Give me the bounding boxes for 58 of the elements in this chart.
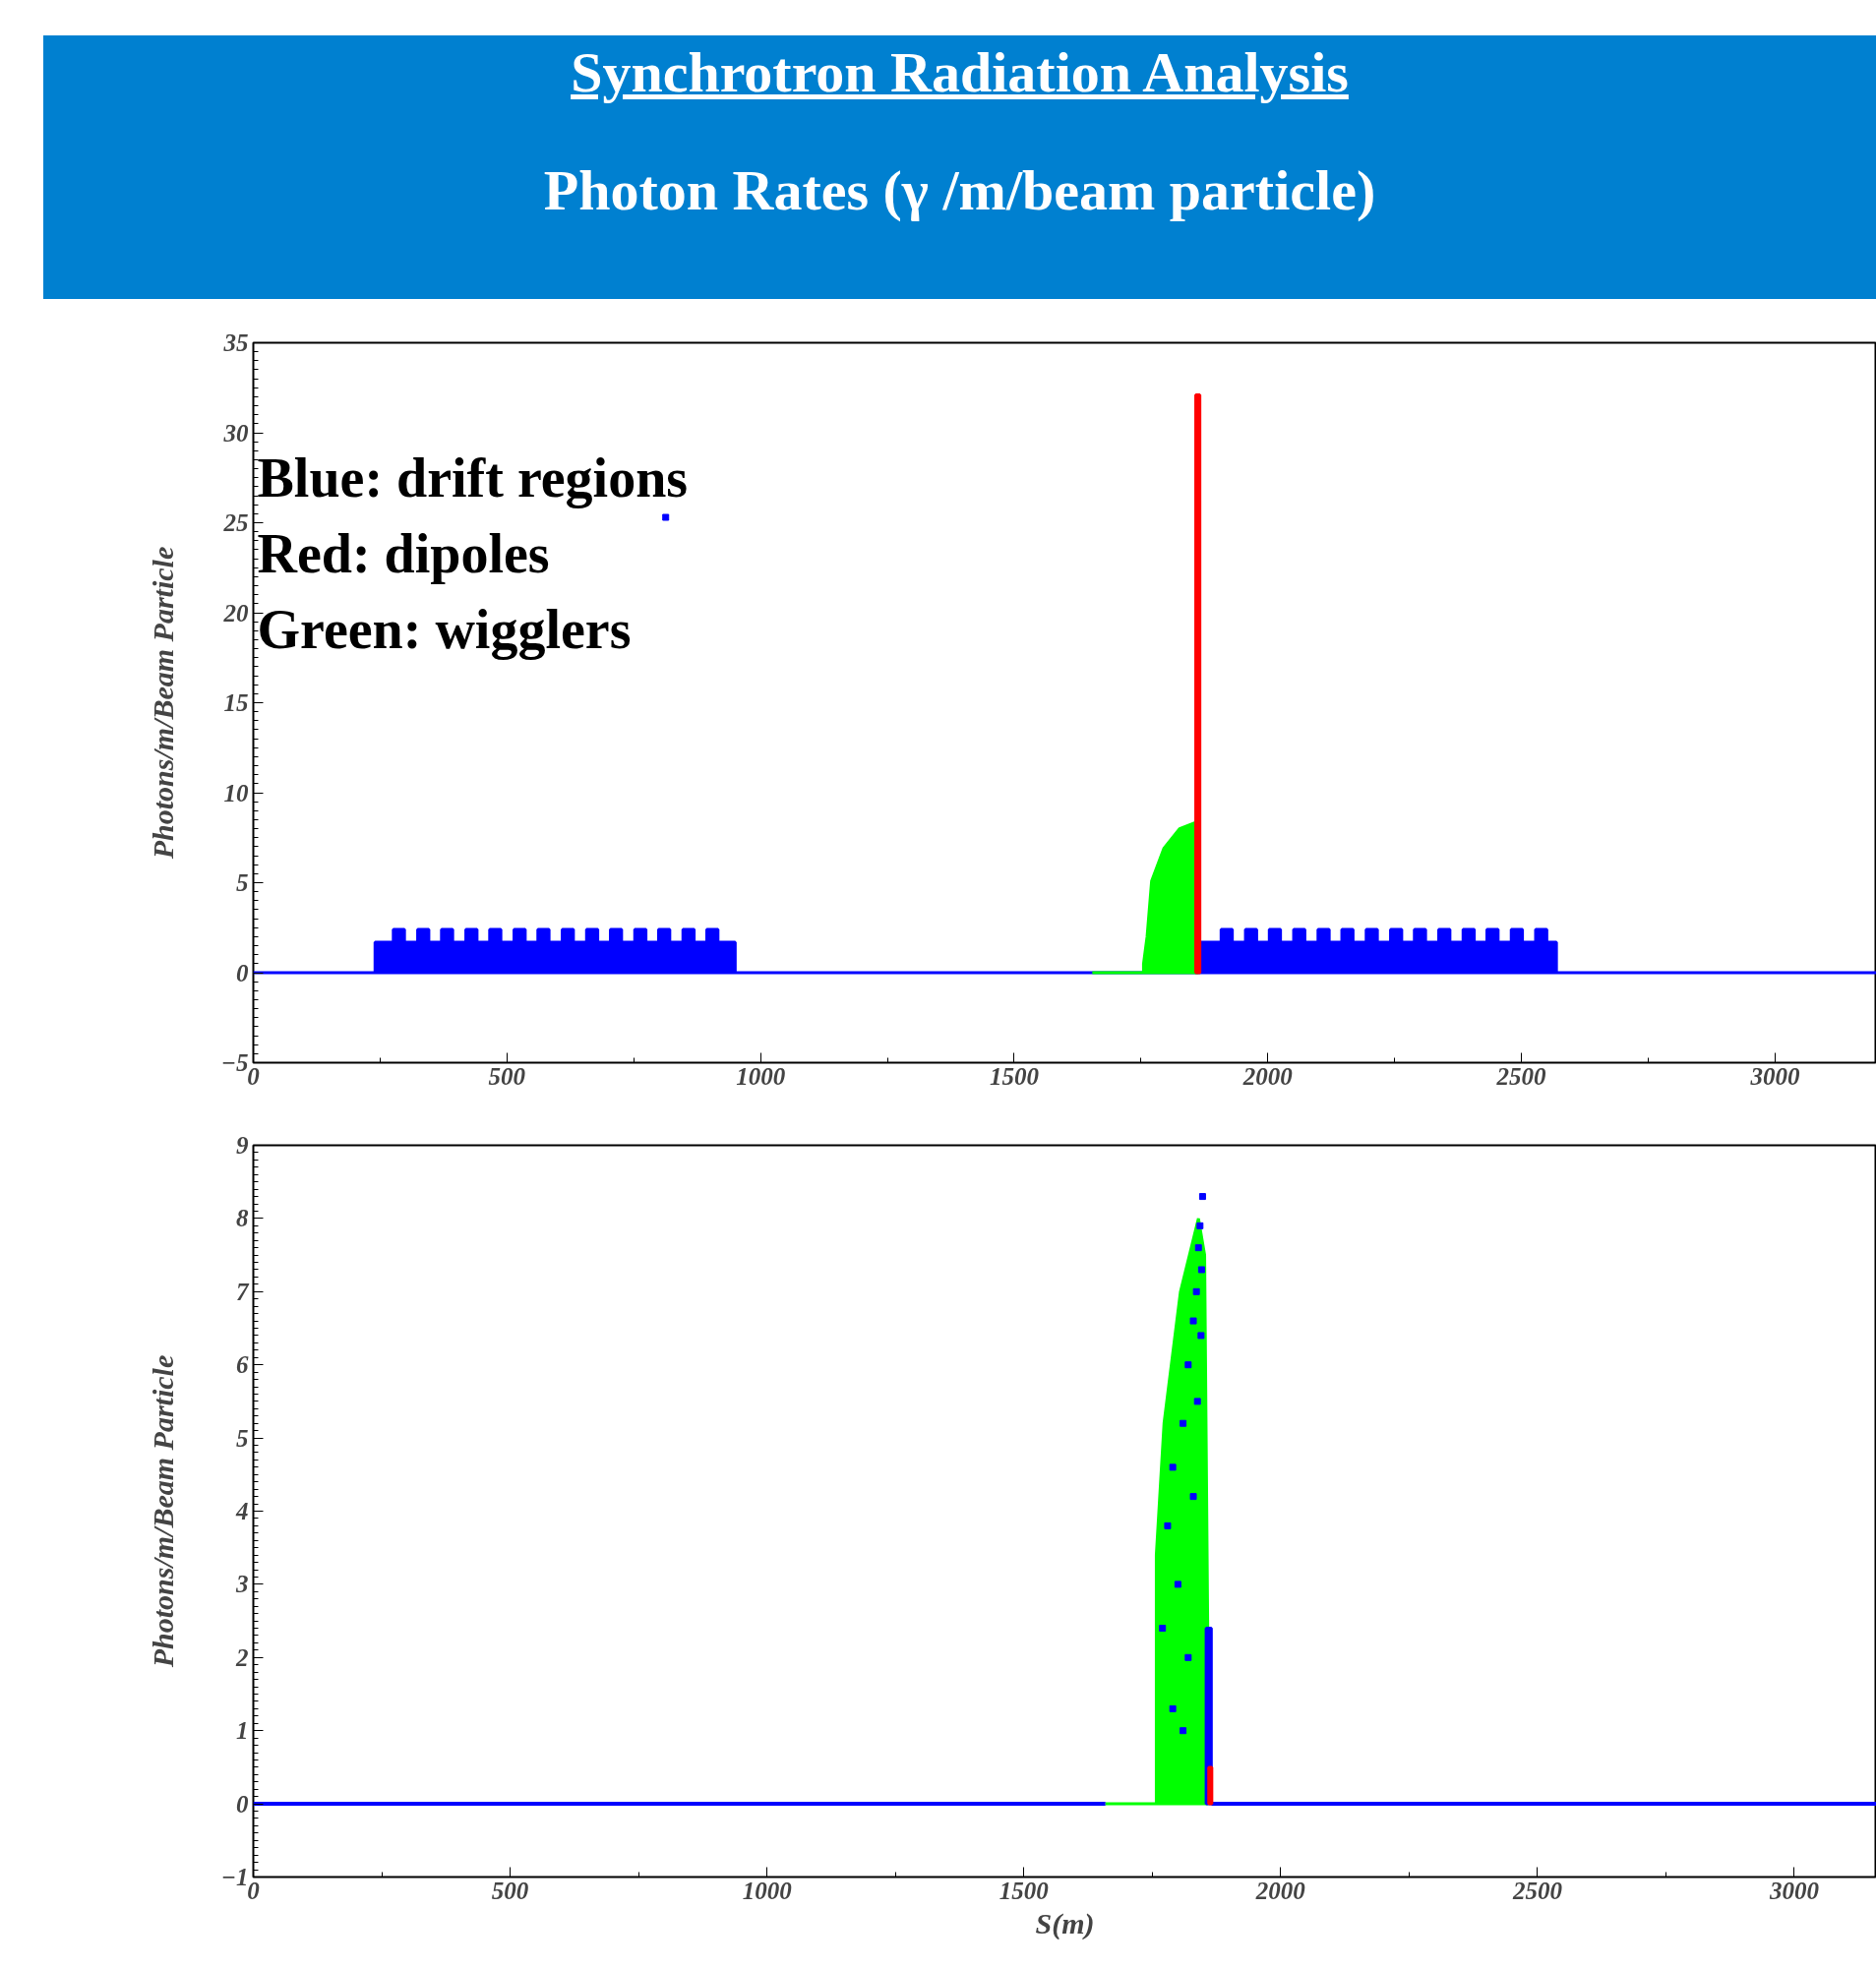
y-tick-label: 35 (222, 329, 249, 356)
point (1192, 1287, 1200, 1295)
point (1193, 1398, 1201, 1405)
x-axis-title: S(m) (1035, 1906, 1095, 1940)
annotation: Green: wigglers (257, 598, 632, 660)
point (1184, 1361, 1192, 1369)
y-tick-label: 8 (236, 1205, 249, 1232)
y-tick-label: 15 (223, 689, 249, 716)
y-tick-label: 20 (222, 599, 249, 626)
x-tick-label: 2500 (1511, 1877, 1563, 1904)
point (1180, 1727, 1187, 1735)
point (1196, 1222, 1204, 1229)
x-tick-label: 1000 (742, 1877, 793, 1904)
y-tick-label: 5 (236, 869, 249, 896)
y-tick-label: 0 (236, 1790, 249, 1818)
y-tick-label: 1 (236, 1717, 249, 1745)
point (1189, 1493, 1197, 1501)
point (1169, 1463, 1177, 1471)
x-tick-label: 500 (491, 1877, 529, 1904)
x-tick-label: 1500 (999, 1877, 1050, 1904)
point (1184, 1653, 1192, 1661)
annotation: Blue: drift regions (257, 447, 689, 508)
point (1159, 1625, 1167, 1633)
point (1194, 1244, 1202, 1252)
point (1174, 1580, 1181, 1588)
y-tick-label: 2 (235, 1643, 249, 1671)
y-axis-title: Photons/m/Beam Particle (146, 1354, 179, 1669)
x-tick-label: 1000 (736, 1062, 786, 1090)
y-tick-label: 3 (235, 1571, 249, 1598)
y-tick-label: −1 (220, 1864, 249, 1890)
point (1198, 1193, 1206, 1201)
x-tick-label: 2000 (1241, 1062, 1294, 1090)
y-tick-label: 30 (222, 419, 249, 447)
y-tick-label: 6 (236, 1351, 249, 1379)
y-tick-label: 5 (236, 1424, 249, 1452)
point (1189, 1317, 1197, 1325)
y-tick-label: 9 (236, 1132, 249, 1159)
x-tick-label: 500 (488, 1062, 526, 1090)
x-tick-label: 1500 (989, 1062, 1040, 1090)
y-tick-label: 4 (235, 1498, 249, 1524)
x-tick-label: 2000 (1254, 1877, 1306, 1904)
point (1169, 1704, 1177, 1712)
x-tick-label: 3000 (1749, 1062, 1800, 1090)
point (1197, 1332, 1205, 1340)
x-tick-label: 2500 (1495, 1062, 1547, 1090)
annotation: Red: dipoles (257, 522, 550, 584)
point (1180, 1419, 1187, 1427)
chart-title: Synchrotron Radiation Analysis (570, 40, 1350, 104)
y-axis-title: Photons/m/Beam Particle (146, 546, 179, 861)
chart-subtitle: Photon Rates (γ /m/beam particle) (543, 157, 1376, 222)
y-tick-label: −5 (220, 1049, 249, 1076)
x-tick-label: 3000 (1768, 1877, 1820, 1904)
y-tick-label: 10 (223, 779, 249, 806)
y-tick-label: 7 (236, 1278, 250, 1305)
y-tick-label: 0 (236, 959, 249, 986)
y-tick-label: 25 (222, 509, 249, 536)
point (1164, 1521, 1172, 1529)
point (1197, 1266, 1205, 1274)
